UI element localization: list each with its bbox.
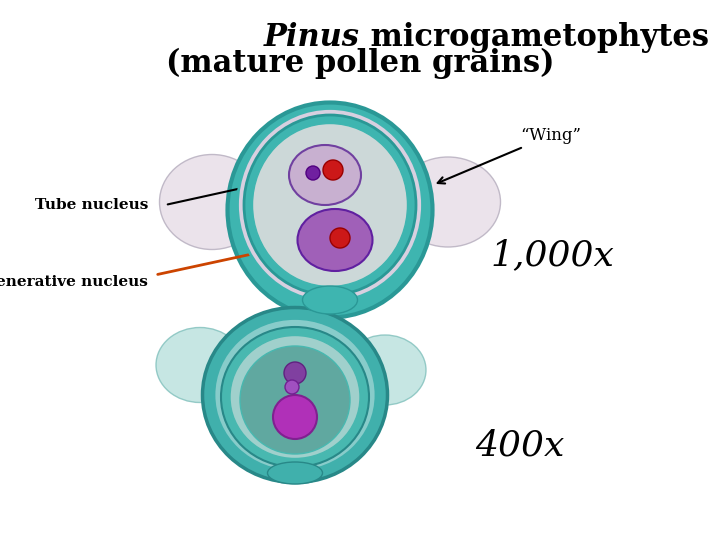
Ellipse shape [160,154,264,249]
Ellipse shape [344,335,426,405]
Text: microgametophytes: microgametophytes [360,22,709,53]
Ellipse shape [214,319,376,471]
Ellipse shape [395,157,500,247]
Text: (mature pollen grains): (mature pollen grains) [166,48,554,79]
Circle shape [273,395,317,439]
Ellipse shape [289,145,361,205]
Ellipse shape [228,103,433,318]
Text: 400x: 400x [475,428,564,462]
Text: Generative nucleus: Generative nucleus [0,275,148,289]
Ellipse shape [302,286,358,314]
Ellipse shape [240,346,350,454]
Ellipse shape [156,327,244,402]
Text: 1,000x: 1,000x [490,238,614,272]
Ellipse shape [244,115,416,295]
Circle shape [323,160,343,180]
Ellipse shape [297,209,372,271]
Circle shape [330,228,350,248]
Ellipse shape [230,335,360,458]
Text: Pinus: Pinus [264,22,360,53]
Ellipse shape [268,462,323,484]
Circle shape [284,362,306,384]
Text: “Wing”: “Wing” [438,127,581,184]
Ellipse shape [202,307,387,483]
Ellipse shape [253,124,408,287]
Text: Tube nucleus: Tube nucleus [35,198,148,212]
Ellipse shape [221,327,369,467]
Circle shape [285,380,299,394]
Ellipse shape [238,109,423,301]
Circle shape [306,166,320,180]
